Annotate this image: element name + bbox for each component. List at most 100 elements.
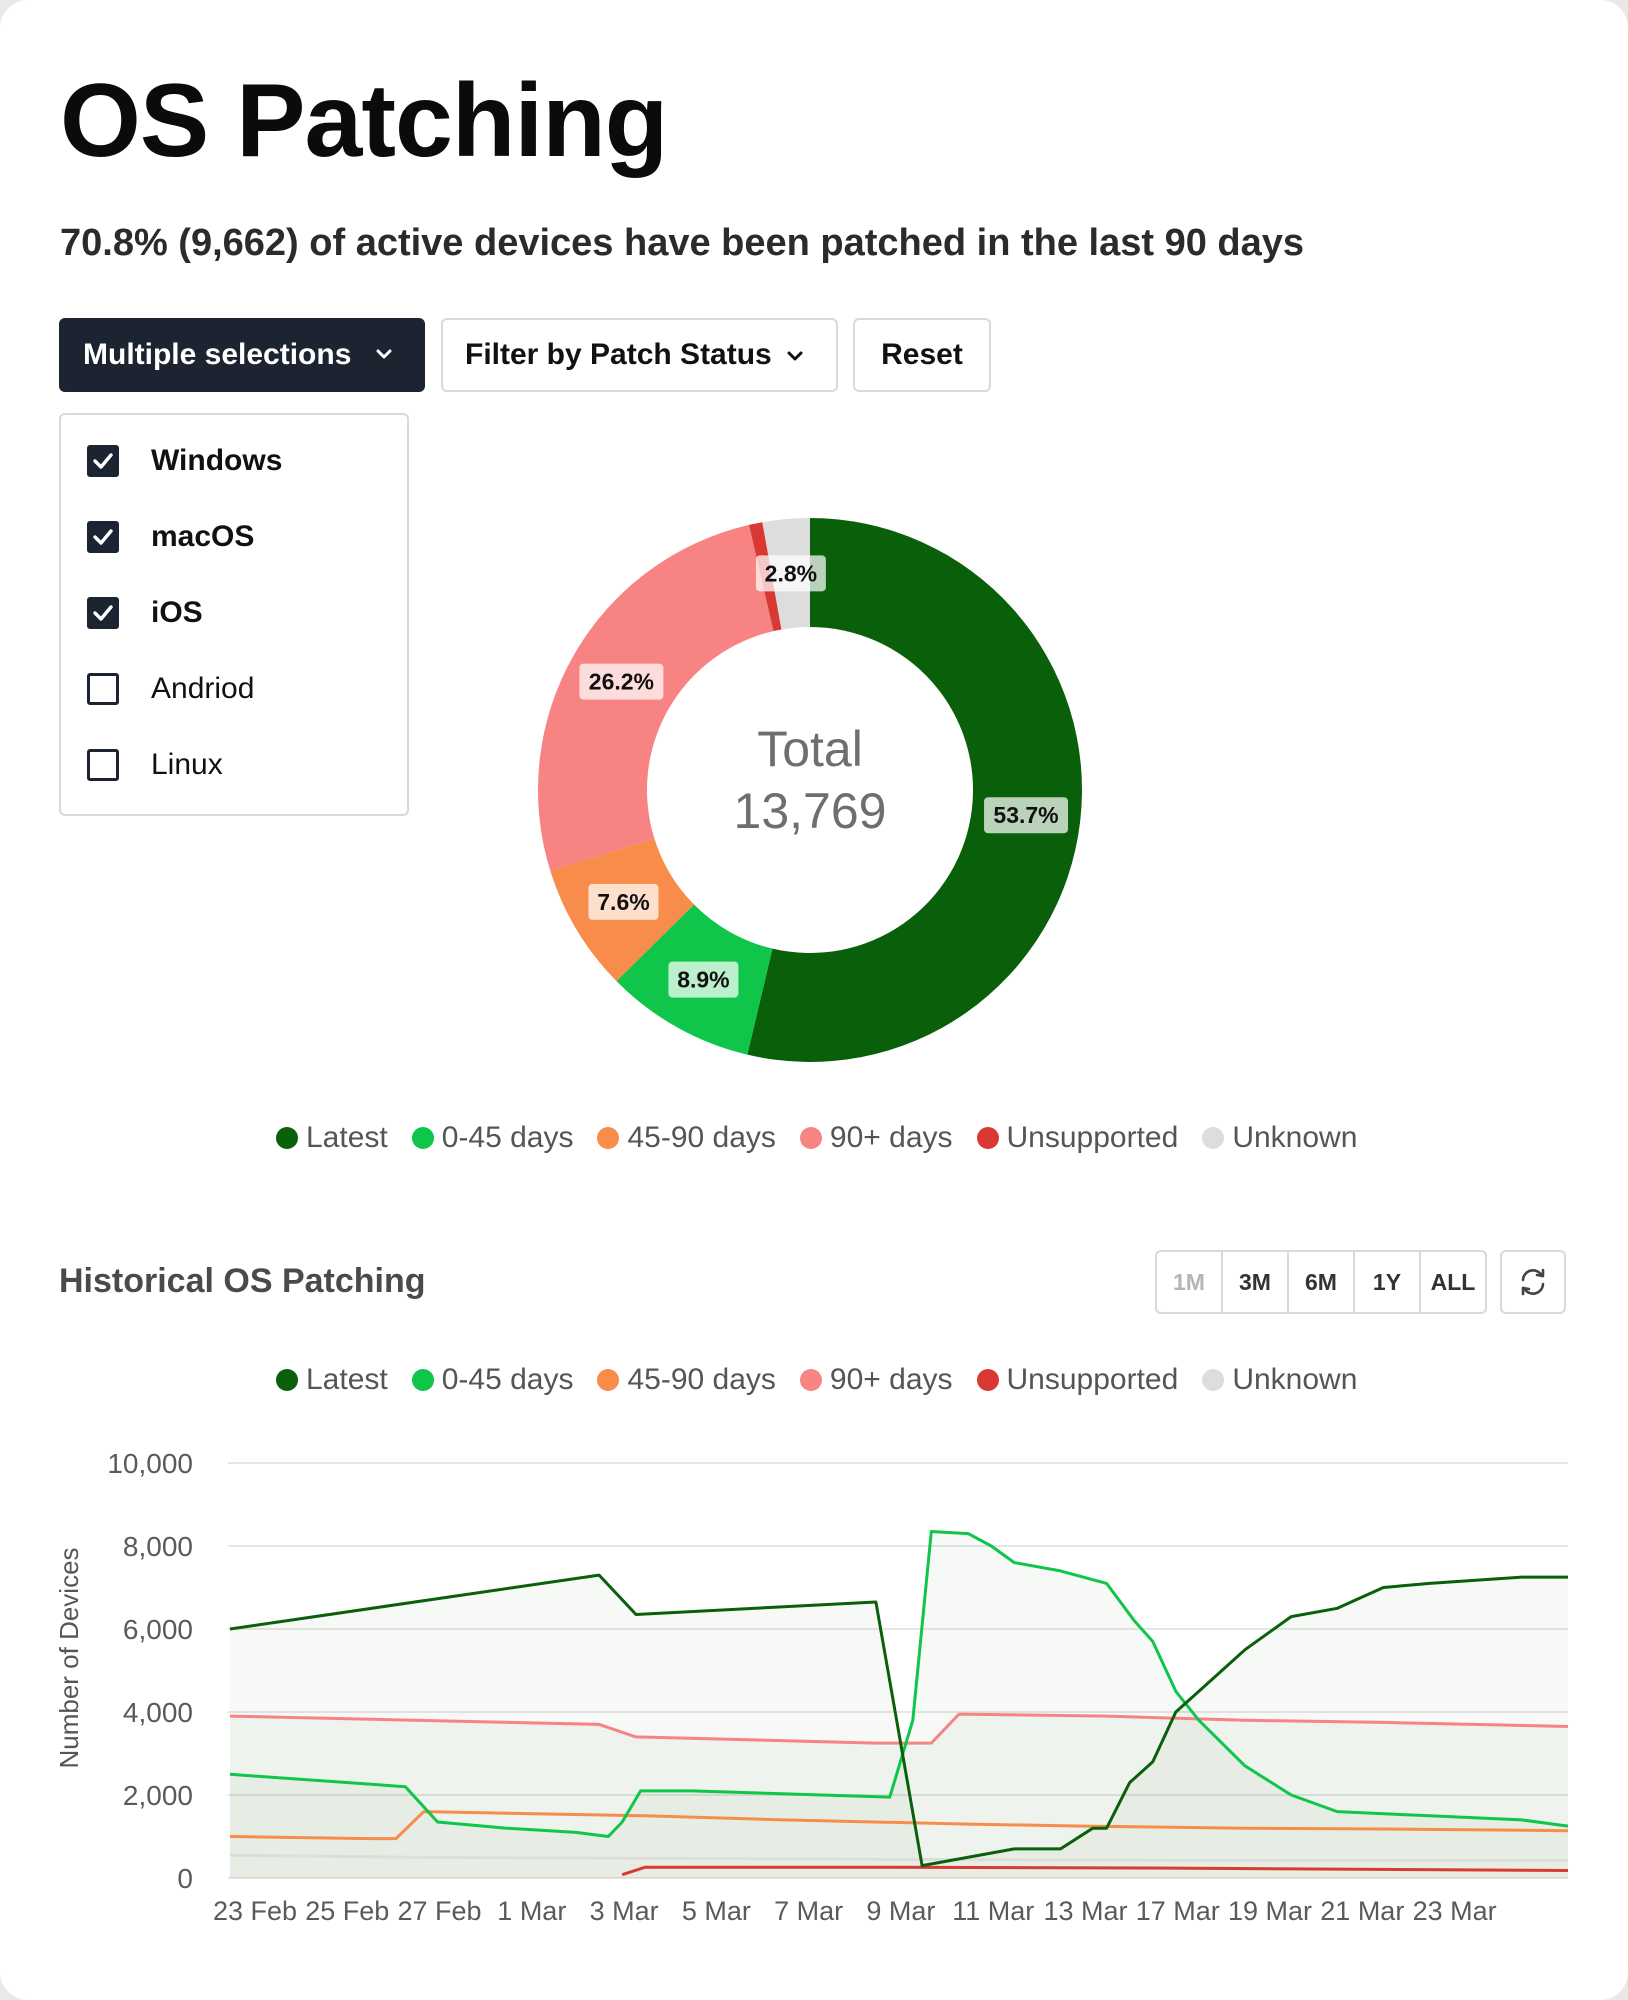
series-line-45-90-days[interactable] xyxy=(229,1810,1569,1841)
checkbox-android[interactable] xyxy=(87,673,119,705)
legend-item-unsupported[interactable]: Unsupported xyxy=(976,1121,1179,1155)
range-3m-button[interactable]: 3M xyxy=(1221,1252,1287,1312)
x-tick-label: 3 Mar xyxy=(590,1896,659,1926)
data-label-box xyxy=(668,961,739,998)
legend-dot xyxy=(411,1127,434,1149)
check-icon xyxy=(93,529,113,545)
y-tick-label: 4,000 xyxy=(123,1697,193,1728)
check-icon xyxy=(93,605,113,621)
option-label: macOS xyxy=(151,520,255,553)
y-axis-label: Number of Devices xyxy=(54,1547,84,1768)
option-windows[interactable]: Windows xyxy=(87,441,282,481)
x-tick-label: 9 Mar xyxy=(866,1896,935,1926)
series-line-unknown[interactable] xyxy=(229,1853,1569,1863)
history-legend: Latest 0-45 days 45-90 days 90+ days Uns… xyxy=(276,1363,1381,1397)
range-6m-button[interactable]: 6M xyxy=(1287,1252,1353,1312)
legend-dot xyxy=(799,1369,822,1391)
x-tick-label: 23 Feb xyxy=(213,1896,297,1926)
donut-data-label: 2.8% xyxy=(755,555,826,592)
legend-item-unsupported[interactable]: Unsupported xyxy=(976,1363,1179,1397)
platform-dropdown: Windows macOS iOS Andriod Linux xyxy=(59,413,409,816)
legend-dot xyxy=(597,1369,620,1391)
donut-data-label: 53.7% xyxy=(984,797,1069,834)
x-tick-label: 11 Mar xyxy=(952,1896,1034,1926)
donut-center-value: 13,769 xyxy=(734,783,887,839)
x-tick-label: 5 Mar xyxy=(682,1896,751,1926)
y-tick-label: 0 xyxy=(177,1863,193,1894)
x-tick-label: 25 Feb xyxy=(305,1896,389,1926)
option-label: Linux xyxy=(151,748,223,781)
donut-slice-latest[interactable] xyxy=(747,518,1082,1062)
patch-status-filter-button[interactable]: Filter by Patch Status xyxy=(441,318,838,392)
range-1m-button[interactable]: 1M xyxy=(1173,1268,1205,1295)
legend-label: Latest xyxy=(306,1121,388,1154)
legend-label: 0-45 days xyxy=(441,1121,574,1154)
y-tick-label: 8,000 xyxy=(123,1531,193,1562)
legend-item-latest[interactable]: Latest xyxy=(276,1121,388,1155)
legend-dot xyxy=(276,1127,298,1149)
legend-label: Unsupported xyxy=(1006,1363,1179,1396)
option-ios[interactable]: iOS xyxy=(87,593,203,633)
legend-label: Unsupported xyxy=(1006,1121,1179,1154)
data-label-text: 2.8% xyxy=(765,560,817,586)
checkbox-macos[interactable] xyxy=(87,521,119,553)
y-tick-label: 2,000 xyxy=(123,1780,193,1811)
range-1y-button[interactable]: 1Y xyxy=(1353,1252,1419,1312)
legend-label: 90+ days xyxy=(829,1363,953,1396)
checkbox-ios[interactable] xyxy=(87,597,119,629)
historical-title: Historical OS Patching xyxy=(59,1262,426,1300)
legend-label: Unknown xyxy=(1232,1121,1358,1154)
option-android[interactable]: Andriod xyxy=(87,669,254,709)
page-title: OS Patching xyxy=(60,63,668,179)
option-macos[interactable]: macOS xyxy=(87,517,254,557)
legend-label: 90+ days xyxy=(829,1121,953,1154)
donut-center-label: Total xyxy=(757,721,863,777)
data-label-text: 8.9% xyxy=(677,967,729,993)
reset-button[interactable]: Reset xyxy=(853,318,991,392)
legend-item-0-45[interactable]: 0-45 days xyxy=(411,1363,573,1397)
refresh-button[interactable] xyxy=(1500,1250,1566,1314)
x-tick-label: 21 Mar xyxy=(1320,1896,1404,1926)
series-line-latest[interactable] xyxy=(229,1573,1568,1868)
legend-item-45-90[interactable]: 45-90 days xyxy=(597,1363,776,1397)
legend-item-latest[interactable]: Latest xyxy=(276,1363,388,1397)
x-tick-label: 13 Mar xyxy=(1043,1896,1127,1926)
legend-item-unknown[interactable]: Unknown xyxy=(1202,1121,1357,1155)
series-line-90-days[interactable] xyxy=(229,1712,1569,1745)
legend-item-45-90[interactable]: 45-90 days xyxy=(597,1121,776,1155)
x-tick-label: 1 Mar xyxy=(497,1896,566,1926)
check-icon xyxy=(93,453,113,469)
legend-dot xyxy=(597,1127,620,1149)
legend-item-0-45[interactable]: 0-45 days xyxy=(411,1121,574,1155)
range-all-button[interactable]: ALL xyxy=(1419,1252,1485,1312)
data-label-box xyxy=(579,663,664,700)
option-linux[interactable]: Linux xyxy=(87,745,223,785)
legend-label: 45-90 days xyxy=(627,1363,776,1396)
checkbox-linux[interactable] xyxy=(87,749,119,781)
donut-data-label: 26.2% xyxy=(579,663,664,700)
legend-item-90plus[interactable]: 90+ days xyxy=(799,1363,953,1397)
option-label: Windows xyxy=(151,444,283,477)
patch-summary: 70.8% (9,662) of active devices have bee… xyxy=(60,222,1305,264)
reset-label: Reset xyxy=(881,338,963,371)
legend-dot xyxy=(276,1369,298,1391)
donut-legend: Latest 0-45 days 45-90 days 90+ days Uns… xyxy=(276,1121,1381,1155)
x-tick-label: 19 Mar xyxy=(1228,1896,1312,1926)
legend-item-unknown[interactable]: Unknown xyxy=(1202,1363,1357,1397)
legend-dot xyxy=(799,1127,822,1149)
patch-status-filter-label: Filter by Patch Status xyxy=(465,338,772,371)
donut-data-label: 7.6% xyxy=(588,883,659,920)
series-line-0-45-days[interactable] xyxy=(229,1530,1569,1838)
checkbox-windows[interactable] xyxy=(87,445,119,477)
x-tick-label: 27 Feb xyxy=(398,1896,482,1926)
legend-item-90plus[interactable]: 90+ days xyxy=(799,1121,953,1155)
platform-select-button[interactable]: Multiple selections xyxy=(59,318,425,392)
legend-label: 45-90 days xyxy=(627,1121,776,1154)
data-label-text: 7.6% xyxy=(597,889,649,915)
chevron-down-icon xyxy=(376,349,392,359)
refresh-icon xyxy=(1521,1268,1545,1296)
series-area-0-45-days xyxy=(230,1531,1568,1878)
series-line-unsupported[interactable] xyxy=(621,1865,1569,1877)
y-tick-label: 10,000 xyxy=(107,1448,193,1479)
